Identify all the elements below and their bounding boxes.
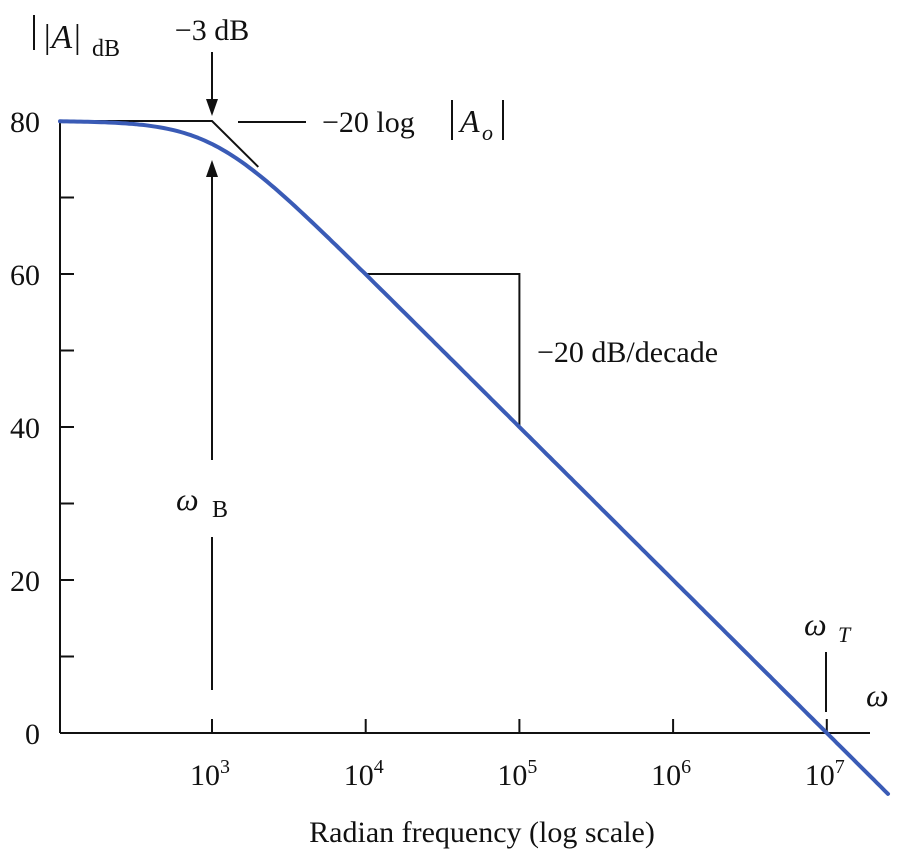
x-tick-label: 107 <box>805 756 845 792</box>
y-tick-label: 20 <box>10 565 40 598</box>
y-tick-label: 60 <box>10 259 40 292</box>
y-axis-label: |A| dB <box>33 15 120 62</box>
minus-3db-label: −3 dB <box>175 14 249 47</box>
x-axis-label: Radian frequency (log scale) <box>309 816 655 849</box>
wt-subscript: T <box>838 622 852 647</box>
dc-gain-prefix: −20 log <box>322 106 415 139</box>
slope-label: −20 dB/decade <box>537 336 718 369</box>
dc-gain-symbol: A <box>458 103 480 139</box>
minus-3db-arrow-head-down <box>206 99 218 116</box>
y-label-symbol: |A| <box>42 19 81 56</box>
y-label-subscript: dB <box>92 36 120 62</box>
x-axis-symbol: ω <box>866 677 889 713</box>
slope-triangle <box>365 273 521 427</box>
wb-symbol: ω <box>176 481 199 517</box>
x-tick-label: 103 <box>190 756 230 792</box>
minus-3db-arrow-head-up <box>206 160 218 177</box>
series-line-gain <box>58 119 890 796</box>
y-tick-label: 80 <box>10 106 40 139</box>
y-tick-label: 0 <box>25 718 40 751</box>
x-tick-label: 105 <box>497 756 537 792</box>
wb-subscript: B <box>212 497 228 523</box>
x-tick-label: 104 <box>344 756 384 792</box>
dc-gain-subscript: o <box>482 120 493 145</box>
x-ticks: 103 104 105 106 107 <box>190 719 845 792</box>
wt-symbol: ω <box>804 606 827 642</box>
x-tick-label: 106 <box>651 756 691 792</box>
y-ticks: 0 20 40 60 80 <box>10 106 74 751</box>
y-tick-label: 40 <box>10 412 40 445</box>
